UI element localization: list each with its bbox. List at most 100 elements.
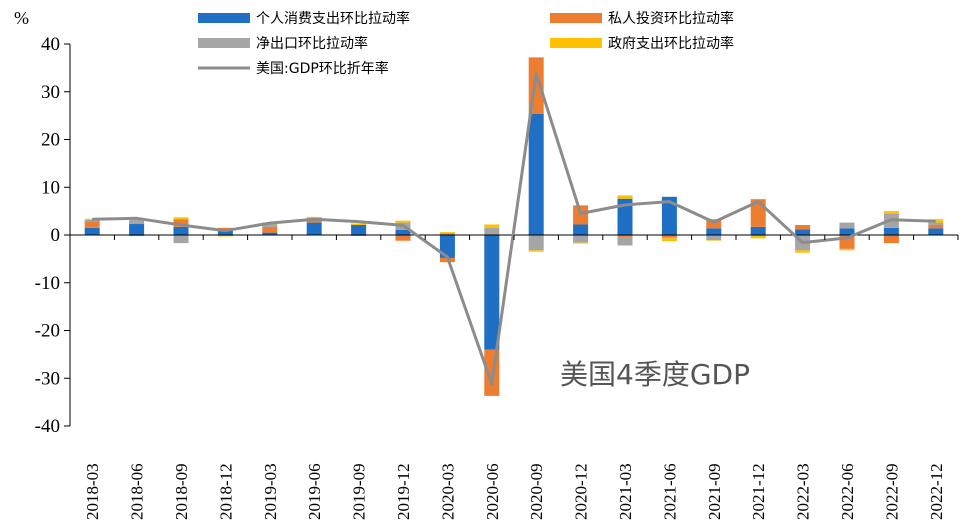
- bar-consumption: [617, 198, 633, 235]
- x-tick-label: 2019-06: [305, 463, 324, 520]
- x-tick-label: 2020-12: [572, 463, 591, 520]
- y-tick-label: -10: [35, 273, 60, 294]
- x-tick-label: 2020-06: [483, 463, 502, 520]
- x-tick-label: 2021-09: [705, 463, 724, 520]
- y-tick-label: 20: [41, 130, 60, 151]
- bar-government: [351, 223, 367, 225]
- y-tick-label: -20: [35, 321, 60, 342]
- bar-consumption: [306, 222, 322, 235]
- bar-government: [617, 195, 633, 199]
- x-tick-label: 2020-03: [438, 463, 457, 520]
- bar-consumption: [750, 226, 766, 235]
- bar-consumption: [795, 229, 811, 235]
- bar-consumption: [395, 229, 411, 235]
- y-axis-ticks: -40 -30 -20 -10 0 10 20 30 40: [35, 34, 70, 437]
- x-tick-label: 2018-06: [128, 463, 147, 520]
- legend-swatch: [550, 38, 602, 48]
- bar-government: [661, 238, 677, 242]
- bar-investment: [217, 227, 233, 231]
- gdp-series-line: [92, 72, 936, 386]
- y-tick-label: -40: [35, 416, 60, 437]
- bar-consumption: [351, 224, 367, 235]
- bar-government: [217, 235, 233, 237]
- bar-consumption: [173, 226, 189, 235]
- bar-consumption: [661, 196, 677, 235]
- bar-consumption: [706, 228, 722, 235]
- bar-consumption: [484, 235, 500, 350]
- bar-government: [883, 211, 899, 214]
- legend-label: 个人消费支出环比拉动率: [256, 10, 410, 27]
- bar-government: [573, 242, 589, 244]
- bar-investment: [617, 235, 633, 237]
- bar-government: [84, 218, 100, 220]
- y-unit-label: %: [14, 8, 29, 28]
- bar-net-exports: [484, 227, 500, 235]
- bar-net-exports: [84, 219, 100, 222]
- bar-government: [839, 248, 855, 251]
- bar-net-exports: [262, 224, 278, 227]
- legend-label: 私人投资环比拉动率: [608, 10, 734, 27]
- bar-net-exports: [528, 235, 544, 251]
- bar-consumption: [573, 224, 589, 235]
- x-tick-label: 2022-06: [838, 463, 857, 520]
- bar-investment: [262, 226, 278, 233]
- bar-investment: [395, 235, 411, 241]
- bar-investment: [928, 224, 944, 229]
- bar-government: [439, 232, 455, 234]
- legend-label: 净出口环比拉动率: [256, 35, 368, 52]
- x-tick-label: 2018-03: [83, 463, 102, 520]
- bar-investment: [883, 235, 899, 244]
- x-tick-label: 2019-09: [350, 463, 369, 520]
- x-axis-ticks: 2018-03 2018-06 2018-09 2018-12 2019-03 2019-…: [69, 235, 959, 520]
- x-tick-label: 2018-09: [172, 463, 191, 520]
- legend-swatch: [198, 13, 250, 23]
- bar-investment: [706, 219, 722, 229]
- y-tick-label: 30: [41, 82, 60, 103]
- bar-net-exports: [573, 235, 589, 243]
- x-tick-label: 2020-09: [527, 463, 546, 520]
- bar-government: [795, 250, 811, 253]
- bar-consumption: [439, 235, 455, 258]
- bar-net-exports: [617, 236, 633, 246]
- legend-label: 政府支出环比拉动率: [608, 35, 734, 52]
- bar-consumption: [262, 232, 278, 235]
- legend-label: 美国:GDP环比折年率: [256, 60, 389, 77]
- y-tick-label: 10: [41, 177, 60, 198]
- bar-investment: [306, 220, 322, 223]
- x-tick-label: 2018-12: [216, 463, 235, 520]
- y-tick-label: 40: [41, 34, 60, 55]
- bar-consumption: [217, 230, 233, 235]
- bar-net-exports: [706, 235, 722, 241]
- bar-investment: [661, 235, 677, 238]
- bar-consumption: [883, 227, 899, 235]
- bar-consumption: [928, 228, 944, 235]
- bar-government: [484, 224, 500, 228]
- bar-net-exports: [928, 222, 944, 225]
- x-tick-label: 2021-03: [616, 463, 635, 520]
- bar-consumption: [528, 113, 544, 235]
- legend-swatch: [198, 38, 250, 48]
- x-tick-label: 2021-12: [749, 463, 768, 520]
- bar-investment: [173, 219, 189, 227]
- bar-net-exports: [129, 219, 145, 225]
- bar-consumption: [839, 228, 855, 235]
- bar-net-exports: [173, 235, 189, 244]
- y-tick-label: -30: [35, 368, 60, 389]
- x-tick-label: 2022-09: [882, 463, 901, 520]
- bar-government: [750, 235, 766, 239]
- bar-consumption: [84, 227, 100, 235]
- x-tick-label: 2022-12: [927, 463, 946, 520]
- bar-government: [395, 220, 411, 223]
- bar-investment: [84, 221, 100, 228]
- x-tick-label: 2022-03: [794, 463, 813, 520]
- bar-government: [528, 250, 544, 252]
- x-tick-label: 2019-03: [261, 463, 280, 520]
- bar-net-exports: [839, 222, 855, 229]
- y-tick-label: 0: [51, 225, 61, 246]
- x-tick-label: 2019-12: [394, 463, 413, 520]
- legend-swatch: [550, 13, 602, 23]
- bar-net-exports: [661, 237, 677, 239]
- x-tick-label: 2021-06: [660, 463, 679, 520]
